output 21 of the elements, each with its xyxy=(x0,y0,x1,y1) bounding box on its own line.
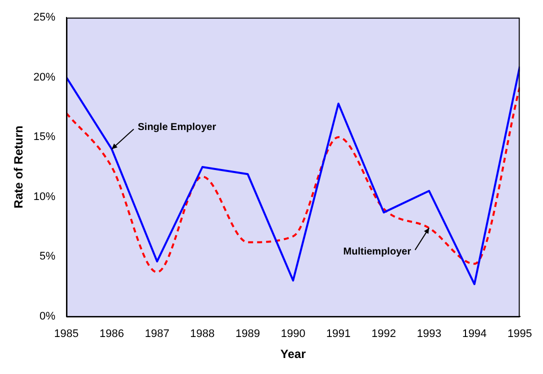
x-tick-label: 1995 xyxy=(508,328,532,340)
x-tick-label: 1987 xyxy=(144,328,170,340)
y-tick-label: 25% xyxy=(33,12,56,24)
annotation: Single Employer xyxy=(138,122,216,133)
y-tick-label: 20% xyxy=(33,71,56,84)
y-tick-label: 10% xyxy=(33,190,56,203)
y-tick-label: 15% xyxy=(33,131,56,144)
y-tick-label: 5% xyxy=(40,250,56,263)
x-tick-label: 1988 xyxy=(190,328,215,340)
x-tick-label: 1985 xyxy=(54,328,79,340)
x-axis-title: Year xyxy=(280,347,306,362)
y-tick-label: 0% xyxy=(40,310,56,322)
x-tick-label: 1993 xyxy=(416,328,442,340)
x-tick-label: 1989 xyxy=(236,328,260,340)
y-axis-title: Rate of Return xyxy=(12,126,26,208)
x-tick-label: 1991 xyxy=(326,328,351,340)
x-tick-label: 1986 xyxy=(100,328,124,340)
x-tick-label: 1994 xyxy=(462,328,487,340)
x-tick-label: 1990 xyxy=(280,328,306,340)
annotation: Multiemployer xyxy=(343,246,412,258)
x-tick-label: 1992 xyxy=(372,328,396,340)
